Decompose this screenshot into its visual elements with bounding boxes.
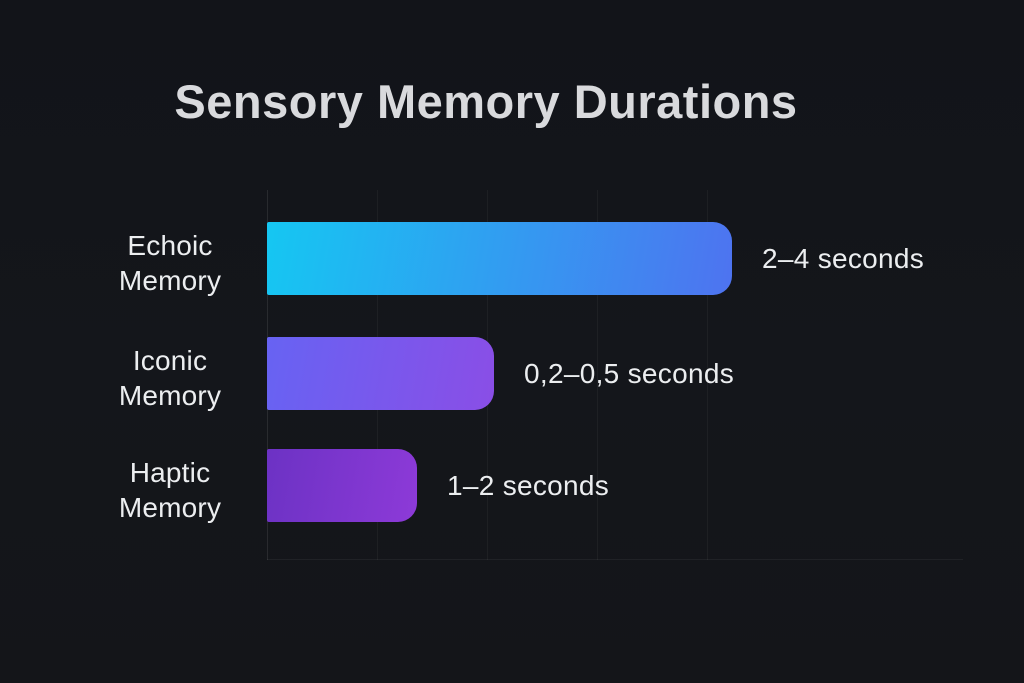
bar-row-echoic: 2–4 seconds (267, 222, 924, 295)
chart-title: Sensory Memory Durations (174, 75, 798, 128)
gridline (707, 190, 708, 560)
x-axis-baseline (267, 559, 963, 560)
gridline (597, 190, 598, 560)
category-label-iconic: Iconic Memory (118, 345, 222, 411)
category-label-echoic: Echoic Memory (118, 230, 222, 296)
category-label-haptic: Haptic Memory (118, 457, 222, 523)
bar-row-haptic: 1–2 seconds (267, 449, 609, 522)
value-label-echoic: 2–4 seconds (762, 242, 925, 274)
bar-echoic (267, 222, 732, 295)
value-label-iconic: 0,2–0,5 seconds (524, 357, 734, 389)
bar-row-iconic: 0,2–0,5 seconds (267, 337, 734, 410)
value-label-haptic: 1–2 seconds (447, 469, 610, 501)
bar-iconic (267, 337, 494, 410)
plot-area: 2–4 seconds 0,2–0,5 seconds 1–2 seconds (267, 190, 967, 560)
bar-haptic (267, 449, 417, 522)
